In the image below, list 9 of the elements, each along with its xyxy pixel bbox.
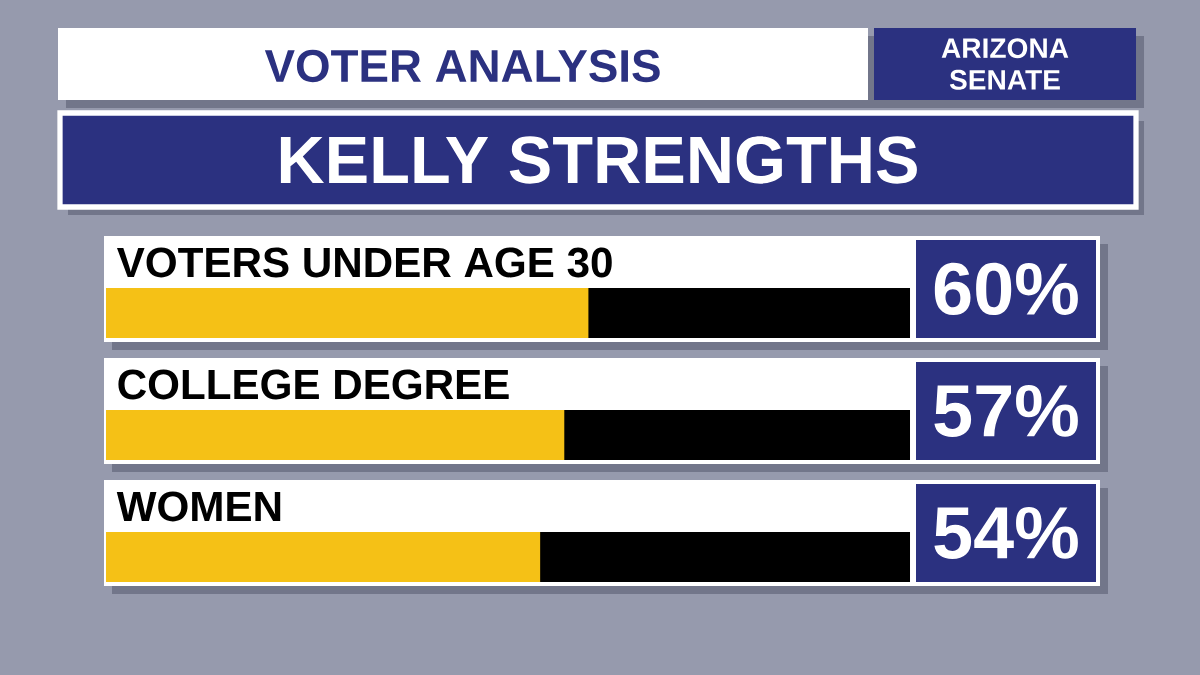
data-label: 57% [934, 384, 1078, 438]
data-label: 54% [934, 506, 1078, 560]
y-tick-label: VOTERS UNDER AGE 30 [116, 247, 612, 278]
chart-title: KELLY STRENGTHS [280, 136, 917, 184]
y-tick-label: COLLEGE DEGREE [118, 369, 509, 400]
data-label: 60% [934, 262, 1078, 316]
text: VOTER ANALYSIS [264, 49, 660, 83]
y-tick-label: WOMEN [116, 491, 281, 522]
text: ARIZONA SENATE [941, 38, 1069, 90]
